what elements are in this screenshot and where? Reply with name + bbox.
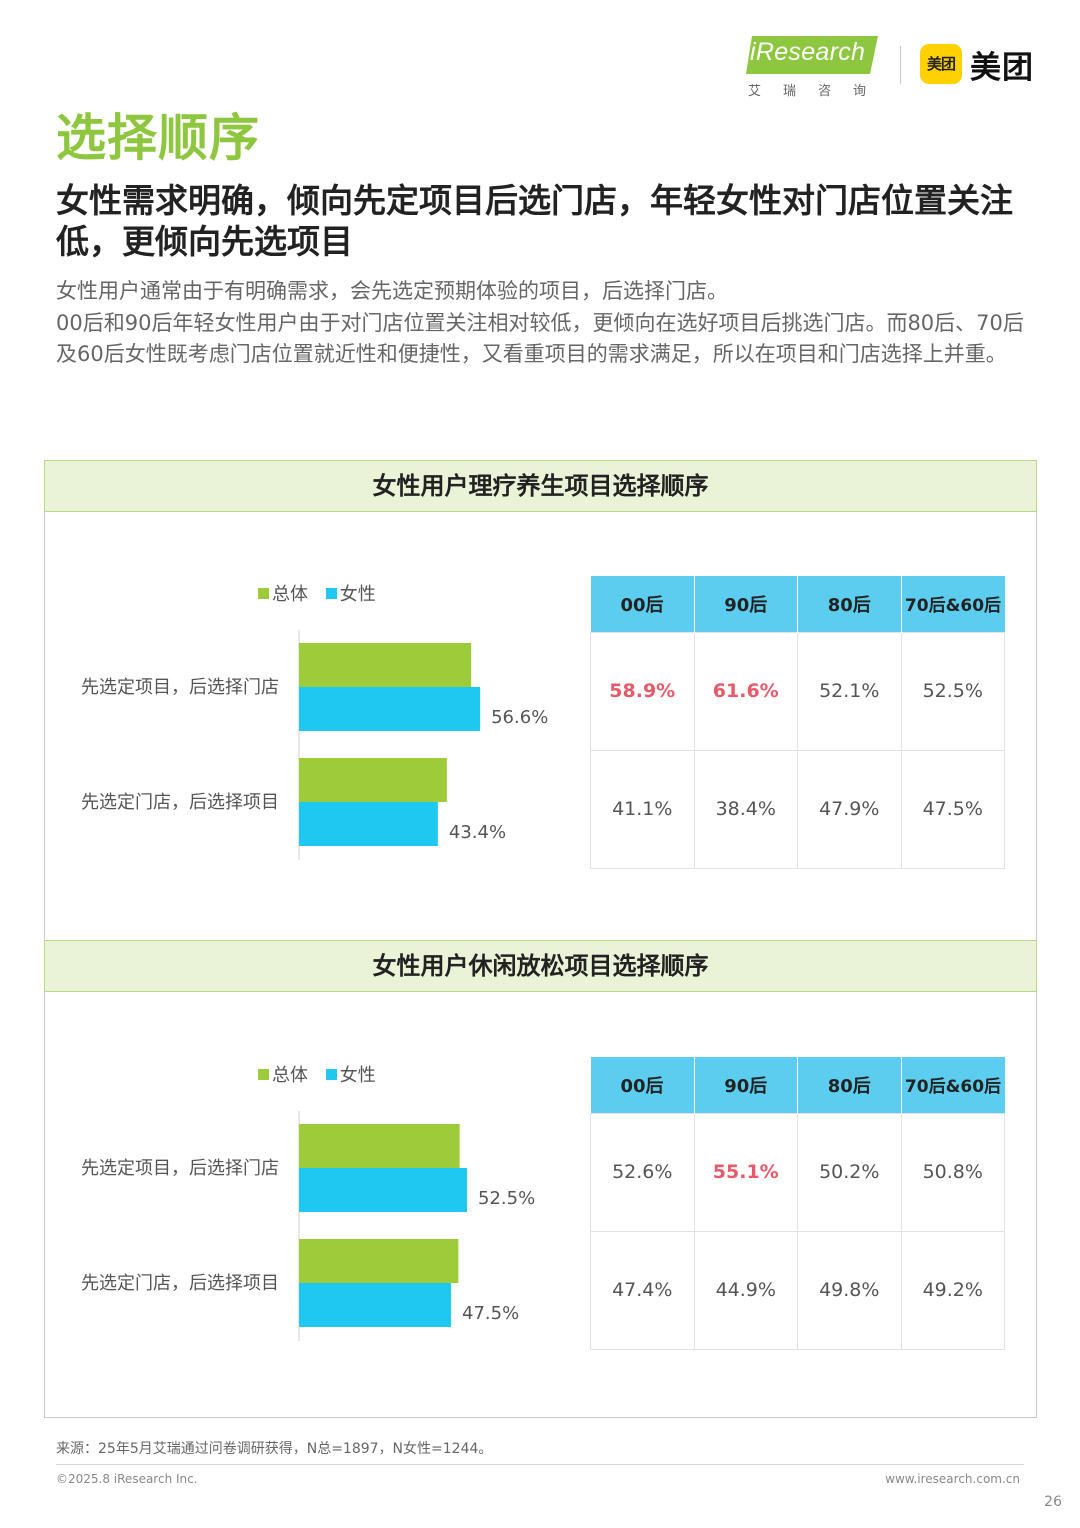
table-header-cell: 80后	[797, 576, 902, 632]
table-cell: 52.5%	[900, 631, 1005, 751]
table-row: 52.6% 55.1% 50.2% 50.8%	[590, 1112, 1005, 1232]
description: 女性用户通常由于有明确需求，会先选定预期体验的项目，后选择门店。 00后和90后…	[56, 276, 1036, 371]
table-cell: 50.2%	[797, 1112, 902, 1232]
table-cell: 52.6%	[590, 1112, 695, 1232]
table-cell: 52.1%	[797, 631, 902, 751]
logo-divider	[900, 46, 901, 84]
table-cell: 38.4%	[693, 749, 798, 869]
data-label: 52.5%	[478, 1188, 535, 1209]
category-label: 先选定门店，后选择项目	[81, 792, 279, 813]
iresearch-logo-shape	[746, 36, 878, 74]
legend-label-total: 总体	[272, 1065, 308, 1086]
legend-swatch-female	[325, 588, 337, 599]
data-label: 47.5%	[462, 1303, 519, 1324]
description-line: 00后和90后年轻女性用户由于对门店位置关注相对较低，更倾向在选好项目后挑选门店…	[56, 310, 1024, 367]
panel-1-age-table: 00后 90后 80后 70后&60后 58.9% 61.6% 52.1% 52…	[590, 576, 1005, 869]
panel-1-bar-chart: 先选定项目，后选择门店 56.6% 先选定门店，后选择项目 43.4%	[81, 630, 548, 860]
footer-divider	[56, 1464, 1024, 1465]
table-cell: 44.9%	[693, 1230, 798, 1350]
table-row: 41.1% 38.4% 47.9% 47.5%	[590, 749, 1005, 869]
website-link[interactable]: www.iresearch.com.cn	[885, 1472, 1020, 1486]
panel-2-bar-chart: 先选定项目，后选择门店 52.5% 先选定门店，后选择项目 47.5%	[81, 1111, 535, 1341]
meituan-logo-word: 美团	[970, 50, 1034, 86]
description-line: 女性用户通常由于有明确需求，会先选定预期体验的项目，后选择门店。	[56, 279, 728, 303]
source-note: 来源：25年5月艾瑞通过问卷调研获得，N总=1897，N女性=1244。	[56, 1441, 493, 1457]
iresearch-logo-text: iResearch	[750, 38, 866, 66]
bar-female	[299, 1283, 451, 1327]
data-label: 56.6%	[491, 707, 548, 728]
page-number: 26	[1044, 1494, 1062, 1510]
legend-label-female: 女性	[339, 584, 376, 605]
table-header-cell: 00后	[590, 1057, 695, 1113]
table-cell: 49.8%	[797, 1230, 902, 1350]
meituan-logo-badge: 美团	[920, 44, 962, 84]
table-cell: 41.1%	[590, 749, 695, 869]
legend-label-total: 总体	[272, 584, 308, 605]
table-header-cell: 00后	[590, 576, 695, 632]
table-cell: 49.2%	[900, 1230, 1005, 1350]
table-header-cell: 80后	[797, 1057, 902, 1113]
table-cell: 50.8%	[900, 1112, 1005, 1232]
table-header-cell: 70后&60后	[901, 576, 1005, 632]
table-cell-highlight: 55.1%	[693, 1112, 798, 1232]
panel-2-title: 女性用户休闲放松项目选择顺序	[44, 940, 1037, 992]
category-label: 先选定项目，后选择门店	[81, 1158, 279, 1179]
table-cell: 47.9%	[797, 749, 902, 869]
table-row: 58.9% 61.6% 52.1% 52.5%	[590, 631, 1005, 751]
legend-label-female: 女性	[339, 1065, 376, 1086]
legend-item-total: 总体	[258, 584, 308, 605]
page-title: 选择顺序	[56, 109, 260, 167]
table-header-cell: 70后&60后	[901, 1057, 1005, 1113]
panel-2-age-table: 00后 90后 80后 70后&60后 52.6% 55.1% 50.2% 50…	[590, 1057, 1005, 1350]
copyright: ©2025.8 iResearch Inc.	[56, 1472, 198, 1486]
legend-item-female: 女性	[325, 584, 376, 605]
table-cell-highlight: 61.6%	[693, 631, 798, 751]
legend-swatch-female	[325, 1069, 337, 1080]
legend-item-total: 总体	[258, 1065, 308, 1086]
bar-total	[299, 1124, 460, 1168]
table-header-row: 00后 90后 80后 70后&60后	[590, 1057, 1005, 1113]
panel-1-legend: 总体 女性	[258, 580, 388, 606]
table-cell: 47.4%	[590, 1230, 695, 1350]
table-row: 47.4% 44.9% 49.8% 49.2%	[590, 1230, 1005, 1350]
table-header-row: 00后 90后 80后 70后&60后	[590, 576, 1005, 632]
bar-total	[299, 758, 447, 802]
category-label: 先选定门店，后选择项目	[81, 1273, 279, 1294]
headline: 女性需求明确，倾向先定项目后选门店，年轻女性对门店位置关注低，更倾向先选项目	[56, 181, 1013, 261]
data-label: 43.4%	[449, 822, 506, 843]
panel-1-title: 女性用户理疗养生项目选择顺序	[44, 460, 1037, 512]
legend-swatch-total	[258, 1069, 269, 1080]
table-cell: 47.5%	[900, 749, 1005, 869]
category-label: 先选定项目，后选择门店	[81, 677, 279, 698]
table-header-cell: 90后	[694, 576, 798, 632]
bar-female	[299, 802, 438, 846]
panel-2-legend: 总体 女性	[258, 1061, 388, 1087]
bar-female	[299, 687, 481, 731]
iresearch-logo: iResearch 艾瑞咨询	[746, 34, 880, 100]
legend-item-female: 女性	[325, 1065, 376, 1086]
legend-swatch-total	[258, 588, 269, 599]
bar-total	[299, 643, 472, 687]
bar-total	[299, 1239, 459, 1283]
iresearch-logo-subtitle: 艾瑞咨询	[748, 84, 889, 99]
table-header-cell: 90后	[694, 1057, 798, 1113]
bar-female	[299, 1168, 467, 1212]
table-cell-highlight: 58.9%	[590, 631, 695, 751]
